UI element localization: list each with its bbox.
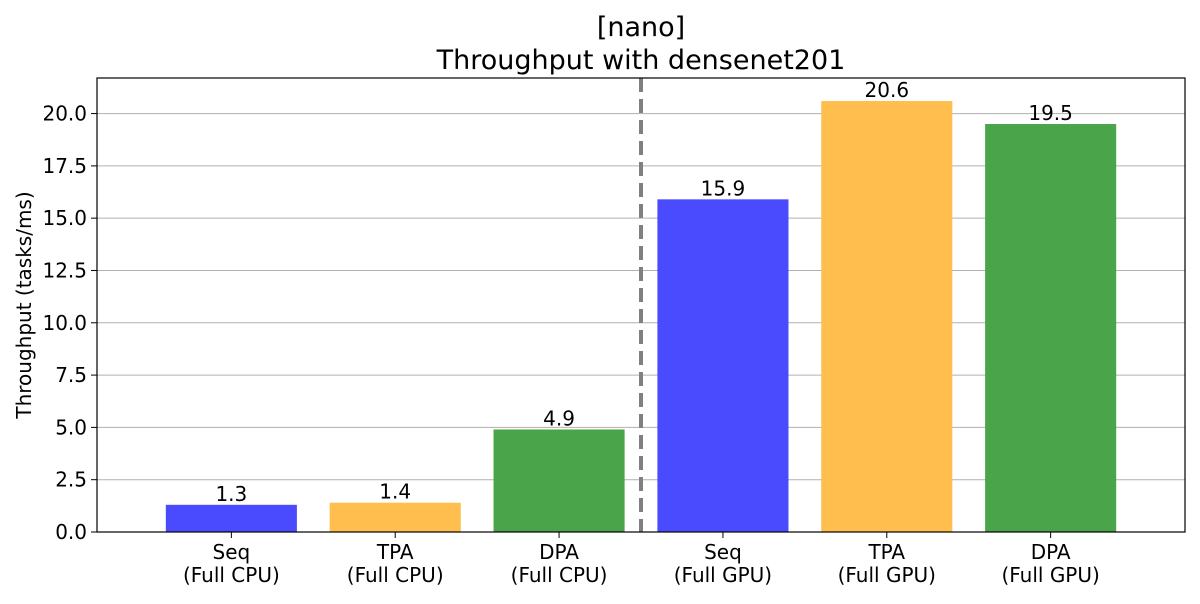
bar-value-label: 20.6 [865, 78, 910, 102]
x-tick-label-line1: Seq [213, 540, 251, 564]
y-tick-label: 7.5 [55, 363, 87, 387]
y-tick-label: 10.0 [42, 311, 87, 335]
x-axis-ticks: Seq(Full CPU)TPA(Full CPU)DPA(Full CPU)S… [183, 532, 1100, 587]
x-tick-label-line1: DPA [539, 540, 579, 564]
x-tick-label-line2: (Full GPU) [1001, 563, 1099, 587]
y-tick-label: 12.5 [42, 258, 87, 282]
bar-value-label: 1.3 [215, 482, 247, 506]
chart-title-line2: Throughput with densenet201 [436, 45, 846, 76]
x-tick-label-line2: (Full CPU) [183, 563, 280, 587]
bar-value-label: 15.9 [701, 176, 746, 200]
x-tick-label-line2: (Full GPU) [838, 563, 936, 587]
x-tick-label-line1: TPA [867, 540, 905, 564]
y-tick-label: 0.0 [55, 520, 87, 544]
bar [165, 504, 297, 532]
x-tick-label-line2: (Full GPU) [674, 563, 772, 587]
bar [821, 101, 953, 532]
bar [329, 502, 461, 532]
x-tick-label-line1: DPA [1031, 540, 1071, 564]
x-tick-label-line1: TPA [376, 540, 414, 564]
plot-frame [96, 77, 1186, 533]
chart-title-line1: [nano] [597, 12, 685, 43]
bar-value-labels: 1.3 1.4 4.9 15.9 20.6 19.5 [215, 78, 1072, 506]
y-tick-label: 5.0 [55, 415, 87, 439]
y-axis-ticks: 0.0 2.5 5.0 7.5 10.0 12.5 15.0 17.5 20.0 [42, 102, 97, 544]
bar-value-label: 1.4 [379, 480, 411, 504]
y-tick-label: 20.0 [42, 102, 87, 126]
bar-value-label: 4.9 [543, 406, 575, 430]
x-tick-label-line2: (Full CPU) [347, 563, 444, 587]
bar-value-label: 19.5 [1028, 101, 1073, 125]
y-tick-label: 15.0 [42, 206, 87, 230]
x-tick-label-line2: (Full CPU) [511, 563, 608, 587]
bar [985, 124, 1117, 532]
x-tick-label-line1: Seq [704, 540, 742, 564]
y-tick-label: 2.5 [55, 468, 87, 492]
y-tick-label: 17.5 [42, 154, 87, 178]
bars [165, 101, 1117, 532]
bar [493, 429, 625, 532]
bar [657, 199, 789, 532]
y-axis-label: Throughput (tasks/ms) [12, 191, 36, 419]
